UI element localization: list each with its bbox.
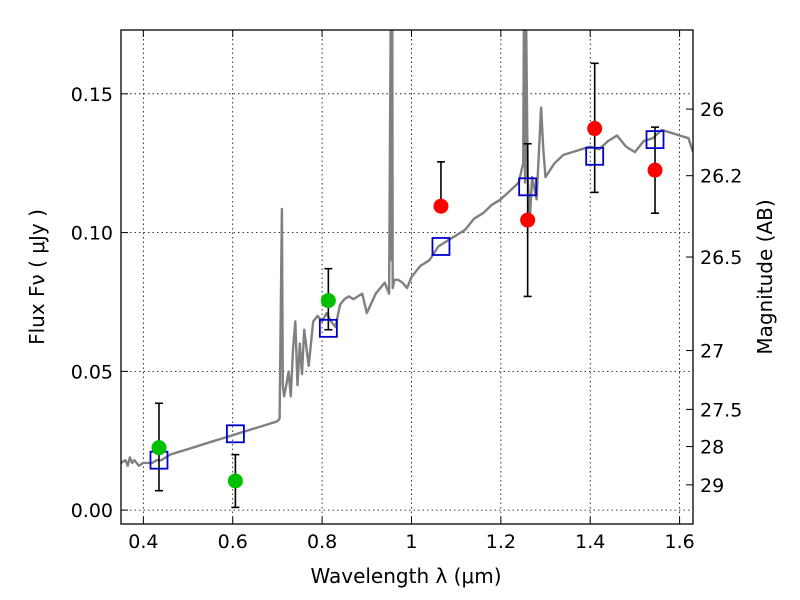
x-tick-label: 1.2 bbox=[486, 531, 516, 553]
right-tick-label: 29 bbox=[700, 475, 724, 497]
y-axis-label: Flux Fν ( μJy ) bbox=[25, 209, 49, 345]
model-photometry-square bbox=[585, 146, 605, 166]
optical-detection-point bbox=[227, 473, 243, 489]
x-tick-label: 1 bbox=[405, 531, 417, 553]
plot-frame bbox=[120, 29, 694, 525]
y-tick-label: 0.00 bbox=[71, 500, 113, 522]
right-tick-label: 28 bbox=[700, 437, 724, 459]
x-tick-label: 0.4 bbox=[128, 531, 158, 553]
infrared-detection-point bbox=[647, 162, 663, 178]
right-tick-label: 26 bbox=[700, 99, 724, 121]
right-tick-label: 27.5 bbox=[700, 399, 742, 421]
optical-detection-point bbox=[320, 293, 336, 309]
right-tick-label: 26.2 bbox=[700, 166, 742, 188]
x-axis-label: Wavelength λ (μm) bbox=[310, 564, 501, 588]
x-tick-label: 0.6 bbox=[218, 531, 248, 553]
y-tick-label: 0.15 bbox=[71, 84, 113, 106]
model-photometry-square bbox=[518, 177, 538, 197]
right-tick-label: 26.5 bbox=[700, 247, 742, 269]
infrared-detection-point bbox=[433, 198, 449, 214]
model-photometry-square bbox=[318, 318, 338, 338]
infrared-detection-point bbox=[520, 212, 536, 228]
x-tick-label: 0.8 bbox=[307, 531, 337, 553]
axis-ticks: 0.4 0.6 0.8 1 1.2 1.4 1.6 0.00 0.05 0.10 0.15 26 26.… bbox=[71, 30, 742, 553]
photometry-layer bbox=[149, 62, 665, 509]
model-photometry-square bbox=[645, 130, 665, 150]
model-photometry-square bbox=[431, 237, 451, 256]
grid-lines bbox=[121, 30, 693, 524]
x-tick-label: 1.4 bbox=[575, 531, 605, 553]
spectrum-layer bbox=[121, 30, 693, 467]
y-tick-label: 0.05 bbox=[71, 361, 113, 383]
model-spectrum-line bbox=[121, 30, 693, 467]
right-axis-label: Magnitude (AB) bbox=[753, 199, 777, 354]
right-tick-label: 27 bbox=[700, 341, 724, 363]
model-photometry-square bbox=[225, 424, 245, 444]
y-tick-label: 0.10 bbox=[71, 223, 113, 245]
optical-detection-point bbox=[151, 440, 167, 456]
infrared-detection-point bbox=[587, 121, 603, 137]
x-tick-label: 1.6 bbox=[664, 531, 694, 553]
